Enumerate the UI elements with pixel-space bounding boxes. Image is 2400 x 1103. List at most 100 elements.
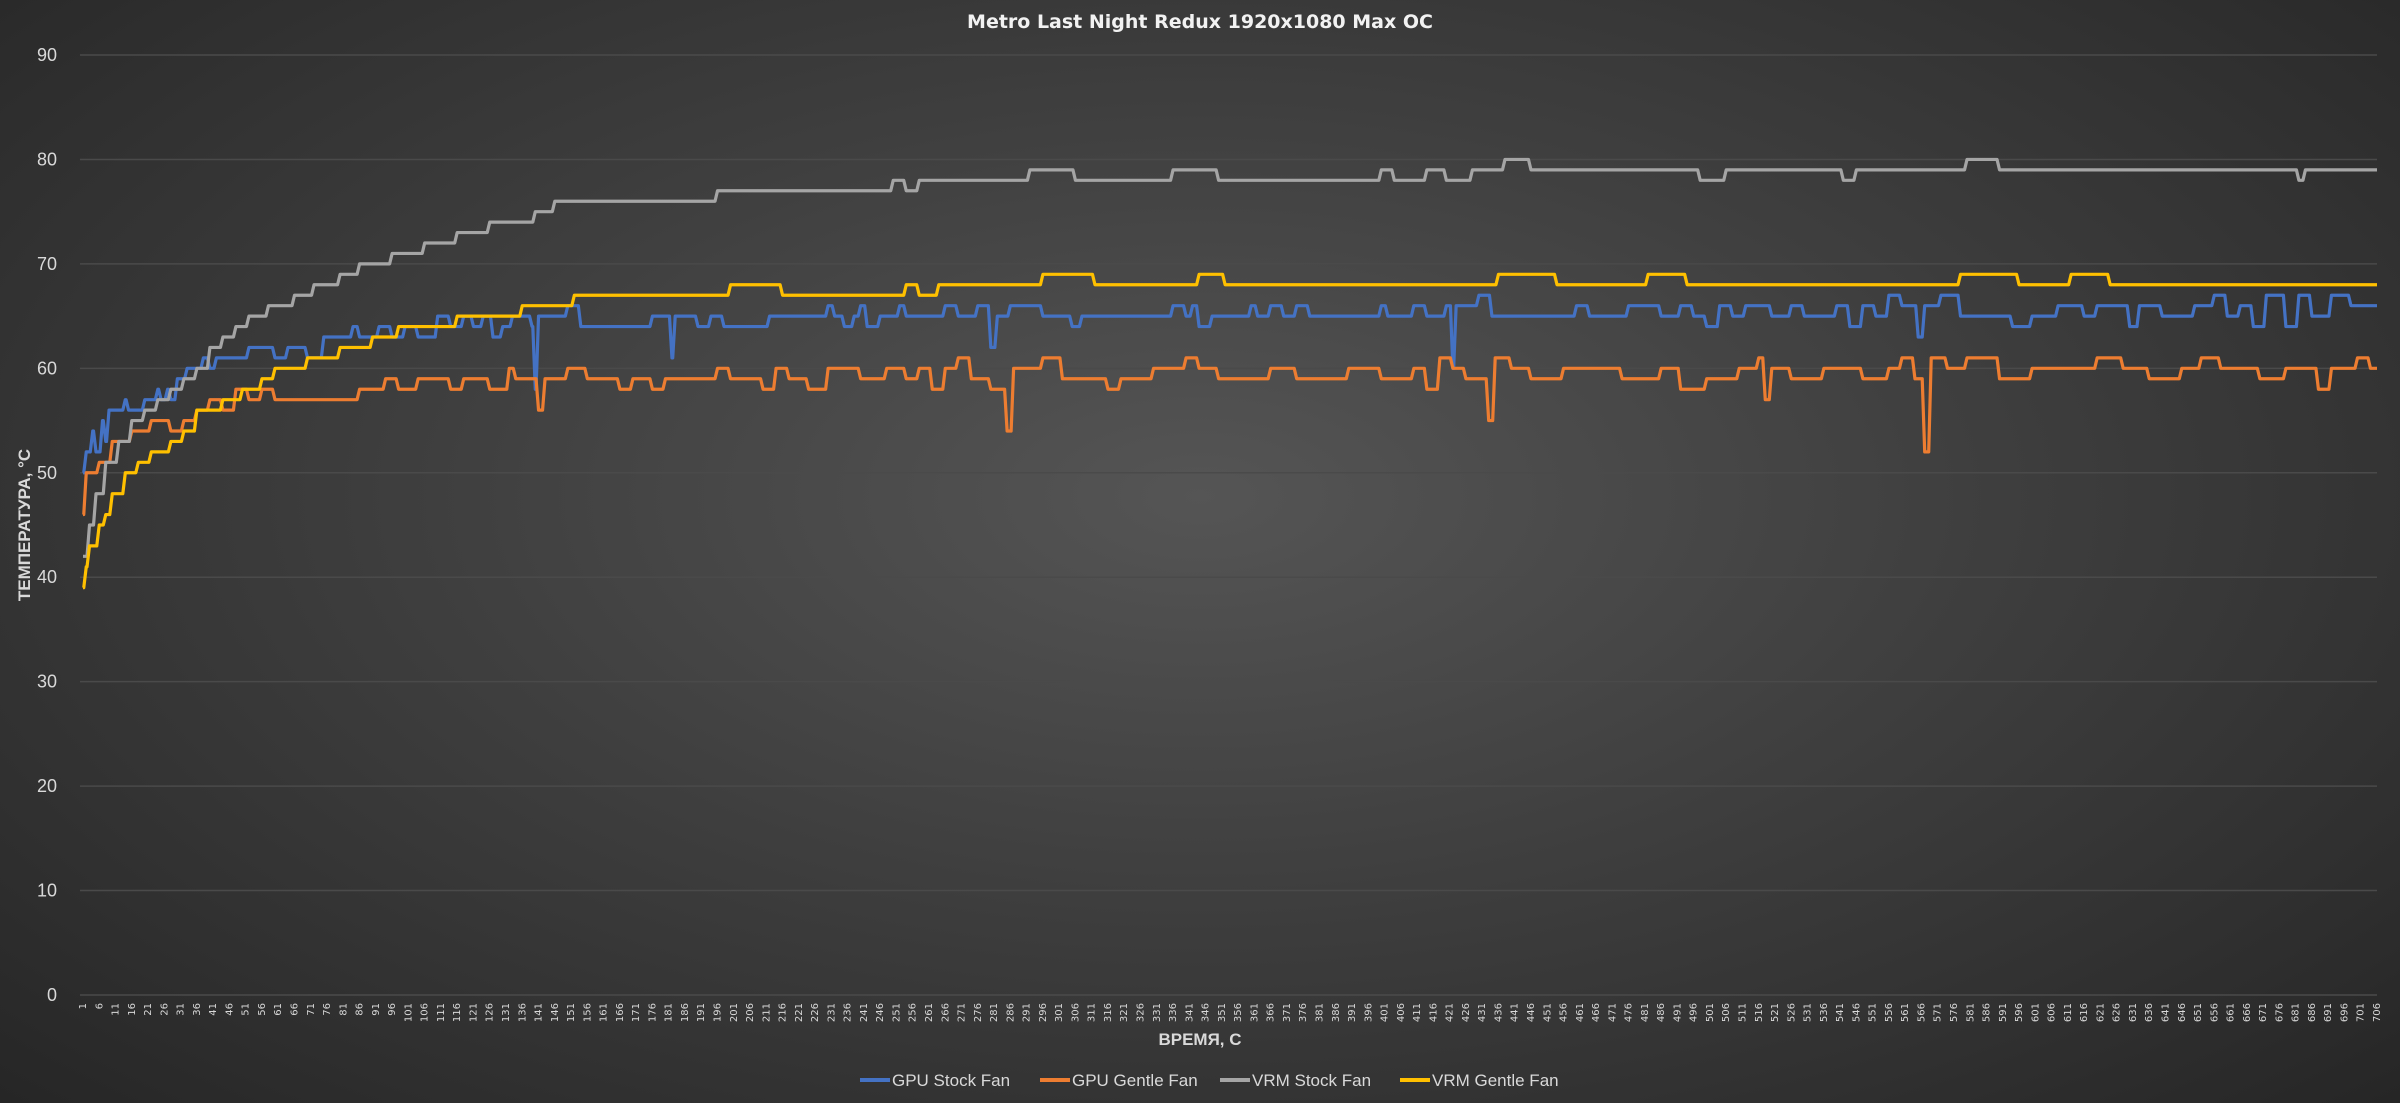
- x-tick-label: 401: [1380, 1003, 1391, 1022]
- x-tick-label: 521: [1770, 1003, 1781, 1022]
- x-tick-label: 61: [273, 1003, 284, 1016]
- x-tick-label: 286: [1005, 1003, 1016, 1022]
- legend-label: VRM Gentle Fan: [1432, 1071, 1559, 1090]
- x-tick-label: 36: [192, 1003, 203, 1016]
- x-tick-label: 311: [1087, 1003, 1098, 1022]
- x-tick-label: 276: [973, 1003, 984, 1022]
- x-tick-label: 526: [1786, 1003, 1797, 1022]
- x-tick-label: 76: [322, 1003, 333, 1016]
- x-tick-label: 131: [501, 1003, 512, 1022]
- y-axis-ticks: 0 10 20 30 40 50 60 70 80 90: [37, 45, 57, 1005]
- x-tick-label: 576: [1949, 1003, 1960, 1022]
- x-tick-label: 351: [1217, 1003, 1228, 1022]
- x-tick-label: 691: [2323, 1003, 2334, 1022]
- x-tick-label: 191: [696, 1003, 707, 1022]
- x-tick-label: 241: [859, 1003, 870, 1022]
- x-tick-label: 341: [1184, 1003, 1195, 1022]
- x-tick-label: 161: [599, 1003, 610, 1022]
- x-tick-label: 391: [1347, 1003, 1358, 1022]
- x-tick-label: 631: [2128, 1003, 2139, 1022]
- x-tick-label: 71: [306, 1003, 317, 1016]
- x-tick-label: 641: [2160, 1003, 2171, 1022]
- x-tick-label: 346: [1201, 1003, 1212, 1022]
- x-tick-label: 46: [224, 1003, 235, 1016]
- x-tick-label: 656: [2209, 1003, 2220, 1022]
- x-tick-label: 661: [2226, 1003, 2237, 1022]
- x-tick-label: 256: [908, 1003, 919, 1022]
- x-tick-label: 306: [1070, 1003, 1081, 1022]
- y-tick-label: 40: [37, 567, 57, 587]
- x-tick-label: 246: [875, 1003, 886, 1022]
- x-tick-label: 556: [1884, 1003, 1895, 1022]
- x-tick-label: 331: [1152, 1003, 1163, 1022]
- x-axis-label: ВРЕМЯ, С: [1158, 1030, 1241, 1049]
- series-line-gpu-gentle-fan: [82, 356, 2377, 517]
- x-tick-label: 376: [1298, 1003, 1309, 1022]
- x-tick-label: 316: [1103, 1003, 1114, 1022]
- x-tick-label: 486: [1656, 1003, 1667, 1022]
- x-tick-label: 196: [713, 1003, 724, 1022]
- y-tick-label: 20: [37, 776, 57, 796]
- x-tick-label: 481: [1640, 1003, 1651, 1022]
- series-line-vrm-stock-fan: [83, 157, 2377, 558]
- x-tick-label: 421: [1445, 1003, 1456, 1022]
- x-tick-label: 646: [2177, 1003, 2188, 1022]
- x-tick-label: 606: [2047, 1003, 2058, 1022]
- x-tick-label: 266: [940, 1003, 951, 1022]
- x-tick-label: 211: [761, 1003, 772, 1022]
- x-tick-label: 91: [371, 1003, 382, 1016]
- x-tick-label: 261: [924, 1003, 935, 1022]
- x-tick-label: 666: [2242, 1003, 2253, 1022]
- x-tick-label: 151: [566, 1003, 577, 1022]
- x-tick-label: 636: [2144, 1003, 2155, 1022]
- x-tick-label: 181: [664, 1003, 675, 1022]
- x-tick-label: 111: [436, 1003, 447, 1022]
- x-tick-label: 681: [2291, 1003, 2302, 1022]
- x-tick-label: 626: [2112, 1003, 2123, 1022]
- x-tick-label: 366: [1266, 1003, 1277, 1022]
- y-tick-label: 80: [37, 149, 57, 169]
- y-tick-label: 60: [37, 358, 57, 378]
- x-tick-label: 106: [420, 1003, 431, 1022]
- y-tick-label: 90: [37, 45, 57, 65]
- x-tick-label: 96: [387, 1003, 398, 1016]
- x-tick-label: 226: [810, 1003, 821, 1022]
- series-line-gpu-stock-fan: [82, 293, 2377, 475]
- x-tick-label: 41: [208, 1003, 219, 1016]
- x-tick-label: 701: [2356, 1003, 2367, 1022]
- x-tick-label: 16: [127, 1003, 138, 1016]
- x-tick-label: 31: [176, 1003, 187, 1016]
- x-tick-label: 461: [1575, 1003, 1586, 1022]
- x-tick-label: 436: [1493, 1003, 1504, 1022]
- x-tick-label: 581: [1965, 1003, 1976, 1022]
- y-tick-label: 50: [37, 463, 57, 483]
- legend-label: GPU Stock Fan: [892, 1071, 1010, 1090]
- x-tick-label: 206: [745, 1003, 756, 1022]
- x-tick-label: 321: [1119, 1003, 1130, 1022]
- x-tick-label: 411: [1412, 1003, 1423, 1022]
- legend: GPU Stock Fan GPU Gentle Fan VRM Stock Fan…: [860, 1071, 1559, 1090]
- x-tick-label: 356: [1233, 1003, 1244, 1022]
- x-tick-label: 451: [1542, 1003, 1553, 1022]
- x-tick-label: 216: [778, 1003, 789, 1022]
- x-tick-label: 426: [1461, 1003, 1472, 1022]
- x-tick-label: 531: [1803, 1003, 1814, 1022]
- x-tick-label: 11: [111, 1003, 122, 1016]
- y-tick-label: 70: [37, 254, 57, 274]
- chart-title: Metro Last Night Redux 1920x1080 Max OC: [967, 11, 1433, 33]
- x-tick-label: 696: [2339, 1003, 2350, 1022]
- x-tick-label: 1: [78, 1003, 89, 1009]
- x-tick-label: 221: [794, 1003, 805, 1022]
- x-tick-label: 86: [355, 1003, 366, 1016]
- y-tick-label: 0: [47, 985, 57, 1005]
- x-tick-label: 616: [2079, 1003, 2090, 1022]
- x-tick-label: 381: [1314, 1003, 1325, 1022]
- x-tick-label: 431: [1477, 1003, 1488, 1022]
- x-tick-label: 136: [517, 1003, 528, 1022]
- x-tick-label: 236: [843, 1003, 854, 1022]
- x-tick-label: 66: [290, 1003, 301, 1016]
- x-tick-label: 706: [2372, 1003, 2383, 1022]
- x-tick-label: 671: [2258, 1003, 2269, 1022]
- x-tick-label: 296: [1038, 1003, 1049, 1022]
